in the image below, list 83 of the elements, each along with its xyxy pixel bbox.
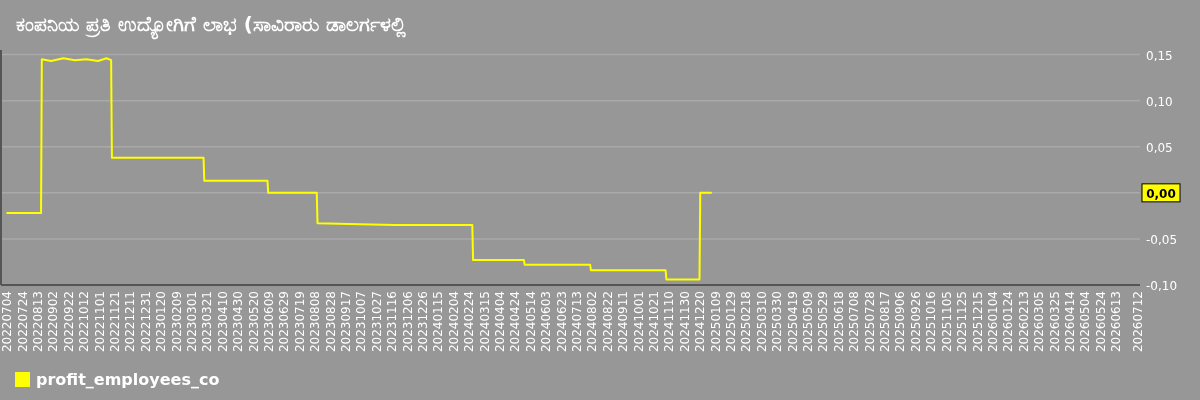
x-tick-label: 20240514 xyxy=(523,291,538,353)
y-tick-label: -0,10 xyxy=(1146,279,1178,293)
x-tick-label: 20251105 xyxy=(939,291,954,353)
x-tick-label: 20260613 xyxy=(1109,291,1124,353)
x-tick-label: 20240911 xyxy=(616,291,631,353)
x-tick-label: 20220813 xyxy=(30,291,45,353)
line-series xyxy=(6,57,713,281)
x-tick-label: 20260414 xyxy=(1062,291,1077,353)
x-tick-label: 20230410 xyxy=(215,291,230,353)
x-tick-label: 20221121 xyxy=(107,291,122,353)
x-tick-label: 20260104 xyxy=(985,291,1000,353)
x-tick-label: 20231116 xyxy=(385,291,400,353)
x-tick-label: 20230209 xyxy=(169,291,184,353)
x-tick-label: 20231007 xyxy=(354,291,369,353)
y-tick-label: 0,05 xyxy=(1146,140,1173,155)
y-tick-label: -0,05 xyxy=(1146,232,1178,247)
y-tick-label: 0,10 xyxy=(1146,94,1173,109)
legend-label: profit_employees_co xyxy=(36,370,220,389)
x-tick-label: 20240424 xyxy=(508,291,523,353)
y-tick-label: 0,15 xyxy=(1146,48,1173,63)
x-tick-label: 20250129 xyxy=(724,291,739,353)
x-tick-label: 20241021 xyxy=(647,291,662,353)
x-tick-label: 20230719 xyxy=(292,291,307,353)
x-tick-label: 20230321 xyxy=(200,291,215,353)
x-tick-label: 20231027 xyxy=(369,291,384,353)
x-tick-label: 20220724 xyxy=(15,291,30,353)
x-tick-label: 20241220 xyxy=(693,291,708,353)
x-tick-label: 20230520 xyxy=(246,291,261,353)
x-tick-label: 20221231 xyxy=(138,291,153,353)
x-tick-label: 20250728 xyxy=(862,291,877,353)
x-tick-label: 20250310 xyxy=(754,291,769,353)
x-tick-label: 20221211 xyxy=(123,291,138,353)
x-tick-label: 20250109 xyxy=(708,291,723,353)
text: 0,00 xyxy=(1146,186,1176,201)
x-tick-label: 20250419 xyxy=(785,291,800,353)
x-tick-label: 20230808 xyxy=(308,291,323,353)
x-tick-label: 20260325 xyxy=(1047,291,1062,353)
x-tick-label: 20240115 xyxy=(431,291,446,353)
x-tick-label: 20240204 xyxy=(446,291,461,353)
x-tick-label: 20230120 xyxy=(154,291,169,353)
x-tick-label: 20220922 xyxy=(61,291,76,353)
x-tick-label: 20220704 xyxy=(0,291,15,353)
x-tick-label: 20241110 xyxy=(662,291,677,353)
x-tick-label: 20250218 xyxy=(739,291,754,353)
x-tick-label: 20251125 xyxy=(955,291,970,353)
x-tick-label: 20230301 xyxy=(184,291,199,353)
x-tick-label: 20241130 xyxy=(677,291,692,353)
x-tick-label: 20251016 xyxy=(924,291,939,353)
x-tick-label: 20240802 xyxy=(585,291,600,353)
x-tick-label: 20240713 xyxy=(570,291,585,353)
x-tick-label: 20260524 xyxy=(1093,291,1108,353)
x-tick-label: 20230629 xyxy=(277,291,292,353)
x-tick-label: 20240404 xyxy=(493,291,508,353)
x-tick-label: 20231226 xyxy=(416,291,431,353)
x-tick-label: 20240822 xyxy=(600,291,615,353)
x-tick-label: 20250618 xyxy=(831,291,846,353)
x-tick-label: 20260124 xyxy=(1001,291,1016,353)
x-tick-label: 20250906 xyxy=(893,291,908,353)
x-tick-label: 20220902 xyxy=(46,291,61,353)
x-tick-label: 20251215 xyxy=(970,291,985,353)
x-tick-label: 20221012 xyxy=(77,291,92,353)
x-tick-label: 20250330 xyxy=(770,291,785,353)
x-tick-label: 20260213 xyxy=(1016,291,1031,353)
x-tick-label: 20230609 xyxy=(262,291,276,353)
x-tick-label: 20240315 xyxy=(477,291,492,353)
x-tick-label: 20260712 xyxy=(1131,291,1146,353)
x-tick-label: 20221101 xyxy=(92,291,107,353)
x-tick-label: 20260504 xyxy=(1078,291,1093,353)
x-tick-label: 20241001 xyxy=(631,291,646,353)
x-tick-label: 20230430 xyxy=(231,291,246,353)
chart-title: ಕಂಪನಿಯ ಪ್ರತಿ ಉದ್ಯೋಗಿಗೆ ಲಾಭ (ಸಾವಿರಾರು ಡಾಲರ್ಗಳಲ್ಲಿ xyxy=(16,12,406,40)
x-tick-label: 20250708 xyxy=(847,291,862,353)
x-tick-label: 20240623 xyxy=(554,291,569,353)
x-tick-label: 20230917 xyxy=(339,291,354,353)
x-tick-label: 20240224 xyxy=(462,291,477,353)
x-tick-label: 20231206 xyxy=(400,291,415,353)
x-tick-label: 20230828 xyxy=(323,291,338,353)
x-tick-label: 20250817 xyxy=(878,291,893,353)
x-tick-label: 20250529 xyxy=(816,291,831,353)
x-tick-label: 20260305 xyxy=(1032,291,1047,353)
x-tick-label: 20240603 xyxy=(539,291,554,353)
x-tick-label: 20250926 xyxy=(908,291,923,353)
x-tick-label: 20250509 xyxy=(801,291,816,353)
